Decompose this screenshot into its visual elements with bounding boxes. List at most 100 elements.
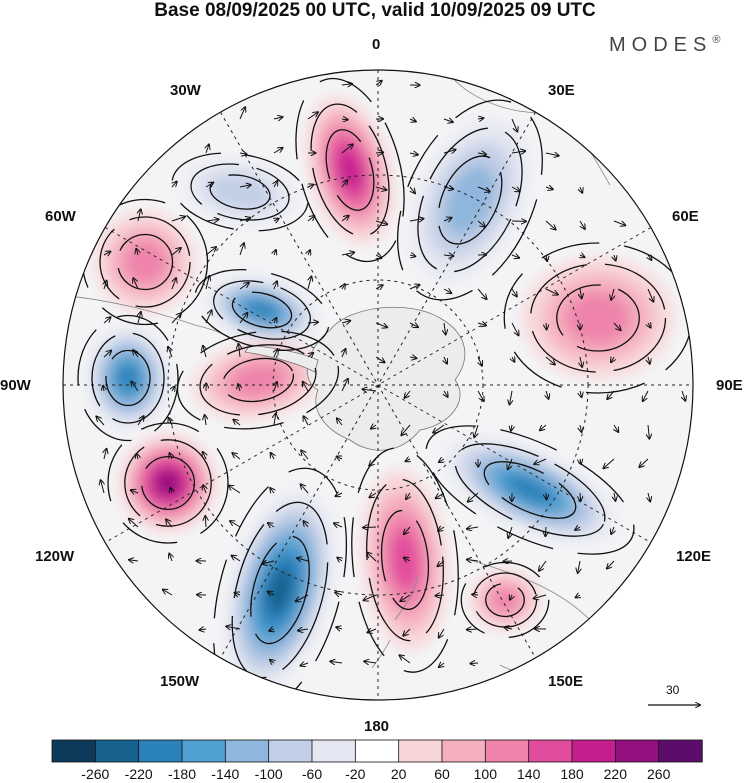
colorbar-tick-label: -180 xyxy=(167,766,197,782)
wind-arrow xyxy=(341,84,352,85)
wind-arrow xyxy=(171,248,181,256)
wind-arrow xyxy=(170,453,173,460)
wind-arrow xyxy=(580,288,582,298)
wind-arrow xyxy=(239,243,244,256)
wind-arrow xyxy=(478,356,482,366)
wind-arrow xyxy=(129,560,139,561)
wind-arrow xyxy=(337,418,343,426)
wind-arrow xyxy=(232,556,241,562)
wind-arrow xyxy=(545,356,555,365)
wind-arrow xyxy=(613,322,621,330)
wind-arrow xyxy=(270,660,274,663)
wind-arrow xyxy=(508,458,513,469)
wind-arrow xyxy=(643,390,649,401)
wind-arrow xyxy=(444,322,446,334)
wind-arrow xyxy=(470,663,479,664)
wind-arrow xyxy=(436,492,445,498)
wind-arrow xyxy=(308,277,311,290)
wind-arrow xyxy=(546,254,547,261)
wind-arrow xyxy=(239,313,247,324)
wind-arrow xyxy=(364,594,377,600)
wind-arrow xyxy=(169,418,173,426)
lon-label-60w: 60W xyxy=(45,208,76,225)
wind-arrow xyxy=(404,526,411,534)
wind-arrow xyxy=(401,424,411,435)
wind-arrow xyxy=(262,561,275,564)
wind-arrow xyxy=(172,182,177,187)
wind-arrow xyxy=(271,453,274,460)
wind-arrow xyxy=(400,594,411,601)
wind-arrow xyxy=(371,425,376,429)
wind-arrow xyxy=(375,187,386,190)
colorbar-cell xyxy=(398,739,443,763)
wind-arrow xyxy=(510,595,512,600)
wind-arrow xyxy=(477,186,490,192)
wind-arrow xyxy=(205,219,219,221)
wind-arrow xyxy=(647,288,653,302)
streamline xyxy=(176,330,340,430)
map-title: Base 08/09/2025 00 UTC, valid 10/09/2025… xyxy=(154,0,596,21)
wind-arrow xyxy=(131,382,139,392)
anomaly-pacific-low-150w xyxy=(267,566,293,614)
wind-arrow xyxy=(477,390,484,401)
streamline xyxy=(99,216,191,308)
wind-arrow xyxy=(334,523,343,527)
wind-arrow xyxy=(342,349,346,358)
wind-arrow xyxy=(604,458,615,468)
wind-arrow xyxy=(229,486,241,494)
modes-logo: MODES® xyxy=(609,34,720,57)
wind-arrow xyxy=(101,480,104,494)
wind-arrow xyxy=(444,356,447,364)
registered-mark: ® xyxy=(712,34,721,46)
wind-arrow xyxy=(578,560,580,573)
wind-arrow xyxy=(467,560,479,562)
wind-arrow xyxy=(443,289,451,293)
colorbar-cell xyxy=(138,739,183,763)
colorbar-tick-label: -220 xyxy=(124,766,153,782)
wind-arrow xyxy=(170,488,172,493)
wind-arrow xyxy=(239,344,241,358)
streamline xyxy=(417,127,523,273)
lon-label-150w: 150W xyxy=(160,673,200,690)
wind-arrow xyxy=(274,219,279,221)
wind-arrow xyxy=(369,458,377,466)
wind-arrow xyxy=(304,521,309,528)
wind-arrow xyxy=(534,595,547,599)
wind-arrow xyxy=(405,390,411,398)
wind-arrow xyxy=(410,186,415,193)
wind-arrow xyxy=(648,356,650,364)
lon-label-120w: 120W xyxy=(35,548,75,565)
wind-arrow xyxy=(409,153,418,155)
wind-arrow xyxy=(545,153,559,156)
streamline xyxy=(77,314,179,442)
wind-arrow xyxy=(341,379,348,392)
wind-arrow xyxy=(614,255,616,261)
wind-arrow xyxy=(330,661,343,663)
lon-label-90e: 90E xyxy=(716,377,743,394)
wind-arrow xyxy=(341,216,349,222)
wind-arrow xyxy=(138,312,141,324)
streamline xyxy=(231,291,293,329)
wind-arrow xyxy=(511,118,517,132)
colorbar-cell xyxy=(51,739,97,763)
wind-arrow xyxy=(296,594,309,601)
wind-arrow xyxy=(508,526,512,538)
wind-arrow xyxy=(467,527,479,529)
wind-arrow xyxy=(404,558,411,561)
wind-arrow xyxy=(341,144,353,154)
wind-arrow xyxy=(477,153,486,154)
wind-arrow xyxy=(136,249,138,256)
wind-arrow xyxy=(239,283,249,290)
wind-arrow xyxy=(472,594,479,595)
wind-arrow xyxy=(648,492,650,501)
colorbar-cell xyxy=(441,739,487,763)
streamline xyxy=(366,478,444,642)
wind-arrow xyxy=(307,322,318,323)
wind-arrow xyxy=(511,255,519,258)
wind-arrow xyxy=(510,390,513,404)
wind-arrow xyxy=(239,107,245,120)
wind-arrow xyxy=(169,554,172,562)
wind-arrow xyxy=(138,209,141,222)
wind-arrow xyxy=(580,459,581,464)
wind-arrow xyxy=(580,390,582,397)
